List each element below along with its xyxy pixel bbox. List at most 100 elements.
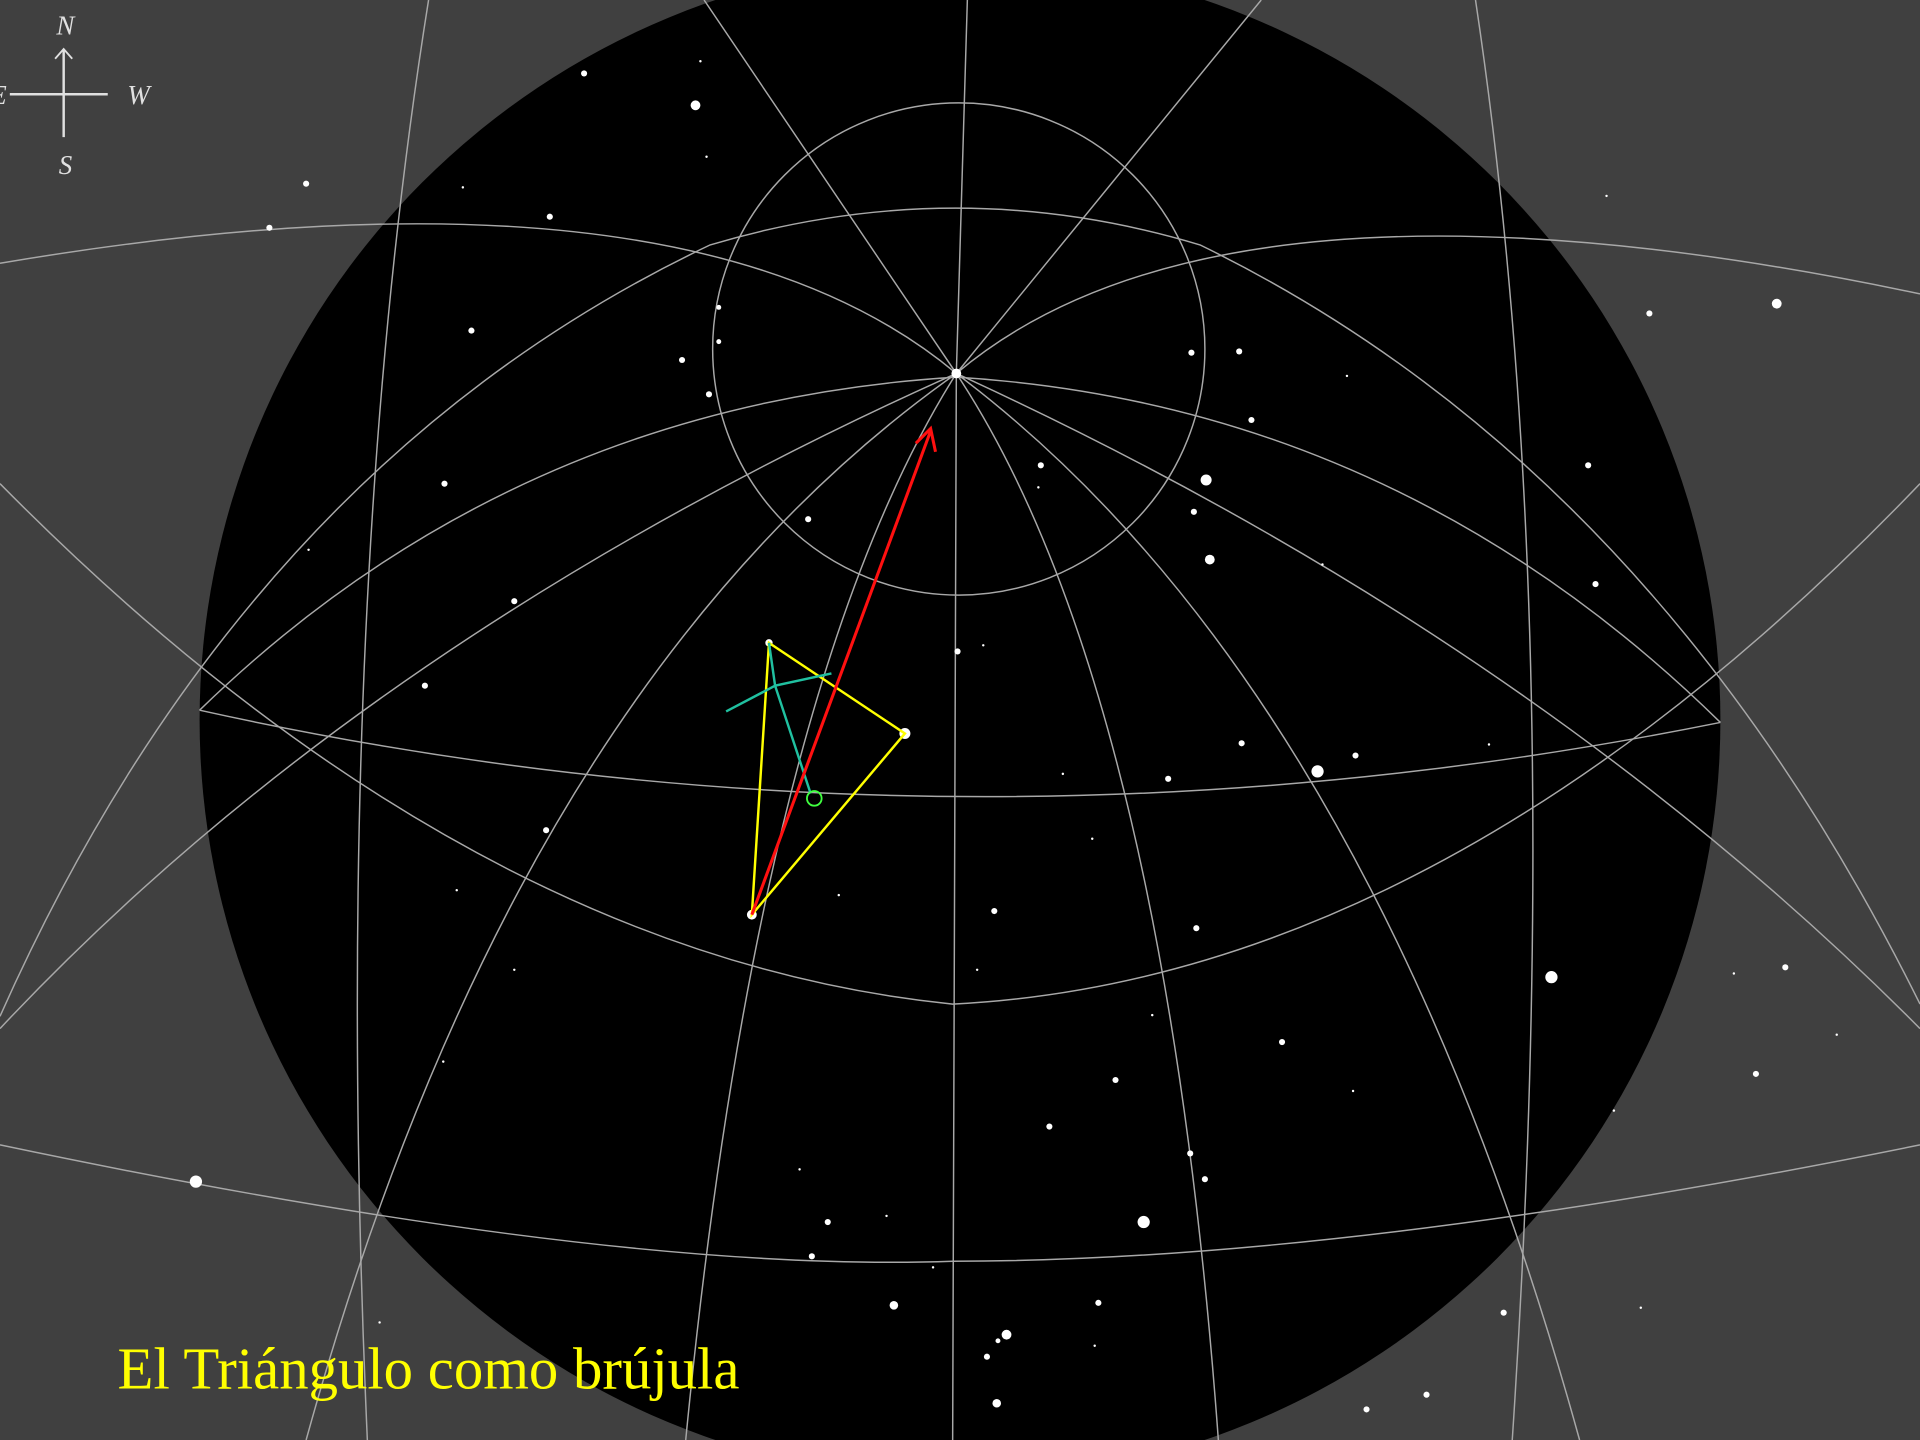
- star: [1612, 1109, 1616, 1112]
- star: [1351, 1089, 1355, 1093]
- star: [1061, 772, 1065, 776]
- star: [1352, 752, 1359, 759]
- star: [1112, 1076, 1119, 1084]
- star: [1151, 1013, 1154, 1017]
- star: [1165, 775, 1172, 782]
- star: [1037, 462, 1044, 469]
- parallel: [0, 207, 1920, 1017]
- star: [678, 356, 686, 364]
- pointer-arrow: [750, 430, 933, 916]
- star: [421, 682, 428, 689]
- star: [1236, 348, 1243, 355]
- star: [1363, 1406, 1370, 1413]
- star: [837, 893, 840, 897]
- star: [699, 60, 702, 63]
- star: [931, 1266, 935, 1269]
- star: [189, 1175, 203, 1188]
- star: [995, 1338, 1001, 1344]
- star: [983, 1353, 990, 1360]
- stars: [189, 60, 1838, 1413]
- star: [1095, 1299, 1102, 1306]
- star: [951, 368, 962, 379]
- star: [1001, 1329, 1012, 1340]
- star: [716, 339, 722, 345]
- star: [1732, 972, 1736, 975]
- star: [1200, 474, 1212, 486]
- star: [378, 1321, 381, 1324]
- star: [1093, 1344, 1096, 1347]
- star: [1605, 194, 1608, 198]
- star: [991, 907, 998, 915]
- meridian: [956, 372, 1920, 1030]
- east-label: E: [0, 80, 7, 110]
- parallel: [711, 102, 1206, 596]
- arrow-head: [914, 425, 938, 453]
- galaxy-marker: [806, 790, 823, 807]
- star: [954, 648, 961, 655]
- meridian: [684, 373, 957, 1440]
- north-label: N: [55, 10, 76, 40]
- star: [1037, 486, 1040, 489]
- parallel: [0, 483, 1920, 1005]
- meridian: [1474, 0, 1534, 1440]
- star: [546, 213, 553, 220]
- star: [581, 70, 588, 77]
- star: [1193, 925, 1200, 932]
- star: [1545, 971, 1558, 984]
- star: [1646, 310, 1653, 317]
- star: [889, 1301, 899, 1310]
- star: [1248, 416, 1255, 424]
- star: [982, 644, 985, 647]
- horizon-disk: [199, 0, 1721, 1440]
- star: [1204, 554, 1215, 565]
- star: [511, 598, 518, 605]
- star: [543, 827, 550, 834]
- star: [1782, 964, 1789, 971]
- south-label: S: [59, 150, 73, 180]
- star: [455, 888, 458, 892]
- star: [1771, 298, 1782, 309]
- west-label: W: [127, 80, 152, 110]
- star: [1500, 1309, 1507, 1316]
- star: [1311, 765, 1324, 778]
- star: [513, 968, 516, 972]
- meridian: [0, 372, 957, 1030]
- star: [824, 1218, 831, 1226]
- star: [808, 1253, 815, 1260]
- star: [1278, 1038, 1286, 1046]
- star: [992, 1398, 1002, 1408]
- star: [1345, 374, 1349, 378]
- star: [468, 327, 475, 334]
- meridian: [356, 0, 430, 1440]
- meridian: [955, 372, 1581, 1440]
- star: [1238, 740, 1245, 747]
- star: [1592, 581, 1599, 588]
- star: [705, 391, 713, 398]
- star: [1091, 837, 1094, 840]
- star: [975, 968, 979, 972]
- star: [442, 1060, 445, 1063]
- constellation-line: [767, 642, 812, 794]
- star: [1187, 1150, 1194, 1157]
- star: [805, 516, 812, 523]
- star: [798, 1168, 801, 1171]
- meridian: [305, 372, 957, 1440]
- star: [1321, 563, 1324, 566]
- star: [690, 100, 701, 111]
- star: [1188, 349, 1195, 356]
- star: [266, 224, 273, 231]
- star: [885, 1214, 888, 1218]
- star: [307, 548, 310, 552]
- star: [1639, 1306, 1643, 1309]
- star: [1046, 1123, 1053, 1130]
- parallel: [199, 709, 1721, 798]
- star: [1423, 1391, 1430, 1398]
- triangulum: [725, 425, 938, 919]
- caption: El Triángulo como brújula: [118, 1337, 740, 1402]
- star: [303, 180, 310, 187]
- star: [1190, 508, 1197, 515]
- meridian: [955, 373, 1220, 1440]
- star: [716, 304, 722, 310]
- star: [1137, 1215, 1150, 1229]
